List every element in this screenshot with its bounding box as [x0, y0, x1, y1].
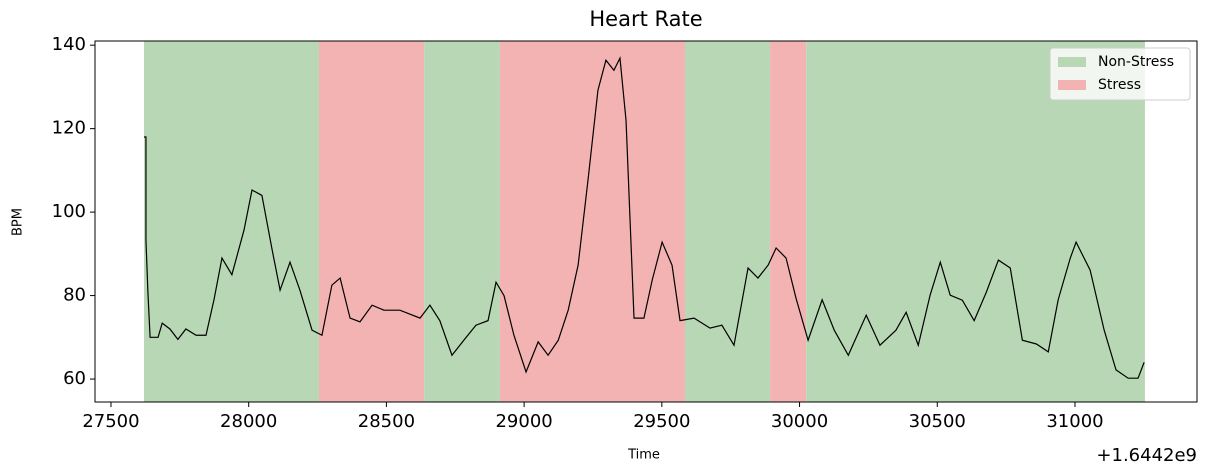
region [499, 41, 685, 402]
region [770, 41, 807, 402]
x-tick-label: 28500 [358, 411, 415, 432]
y-tick-label: 120 [52, 118, 86, 139]
x-tick-label: 29500 [633, 411, 690, 432]
line [144, 55, 1145, 379]
region [318, 41, 425, 402]
y-tick-label: 100 [52, 201, 86, 222]
region [424, 41, 500, 402]
legend-label: Non-Stress [1098, 54, 1174, 70]
plot-frame [94, 40, 1198, 403]
y-axis-label: BPM [11, 208, 26, 236]
legend-swatch [1058, 57, 1086, 67]
legend-label: Stress [1098, 77, 1141, 93]
x-tick-label: 30000 [771, 411, 828, 432]
x-offset-label: +1.6442e9 [1096, 445, 1197, 466]
x-tick-label: 28000 [220, 411, 277, 432]
x-tick-label: 29000 [495, 411, 552, 432]
chart-title: Heart Rate [589, 7, 702, 31]
y-tick-label: 80 [63, 285, 86, 306]
y-tick-label: 140 [52, 34, 86, 55]
region [806, 41, 1145, 402]
x-tick-label: 27500 [82, 411, 139, 432]
x-tick-label: 31000 [1046, 411, 1103, 432]
legend-swatch [1058, 80, 1086, 90]
y-tick-label: 60 [63, 368, 86, 389]
region [684, 41, 771, 402]
x-tick-label: 30500 [909, 411, 966, 432]
x-axis-label: Time [627, 448, 660, 463]
region [144, 41, 319, 402]
